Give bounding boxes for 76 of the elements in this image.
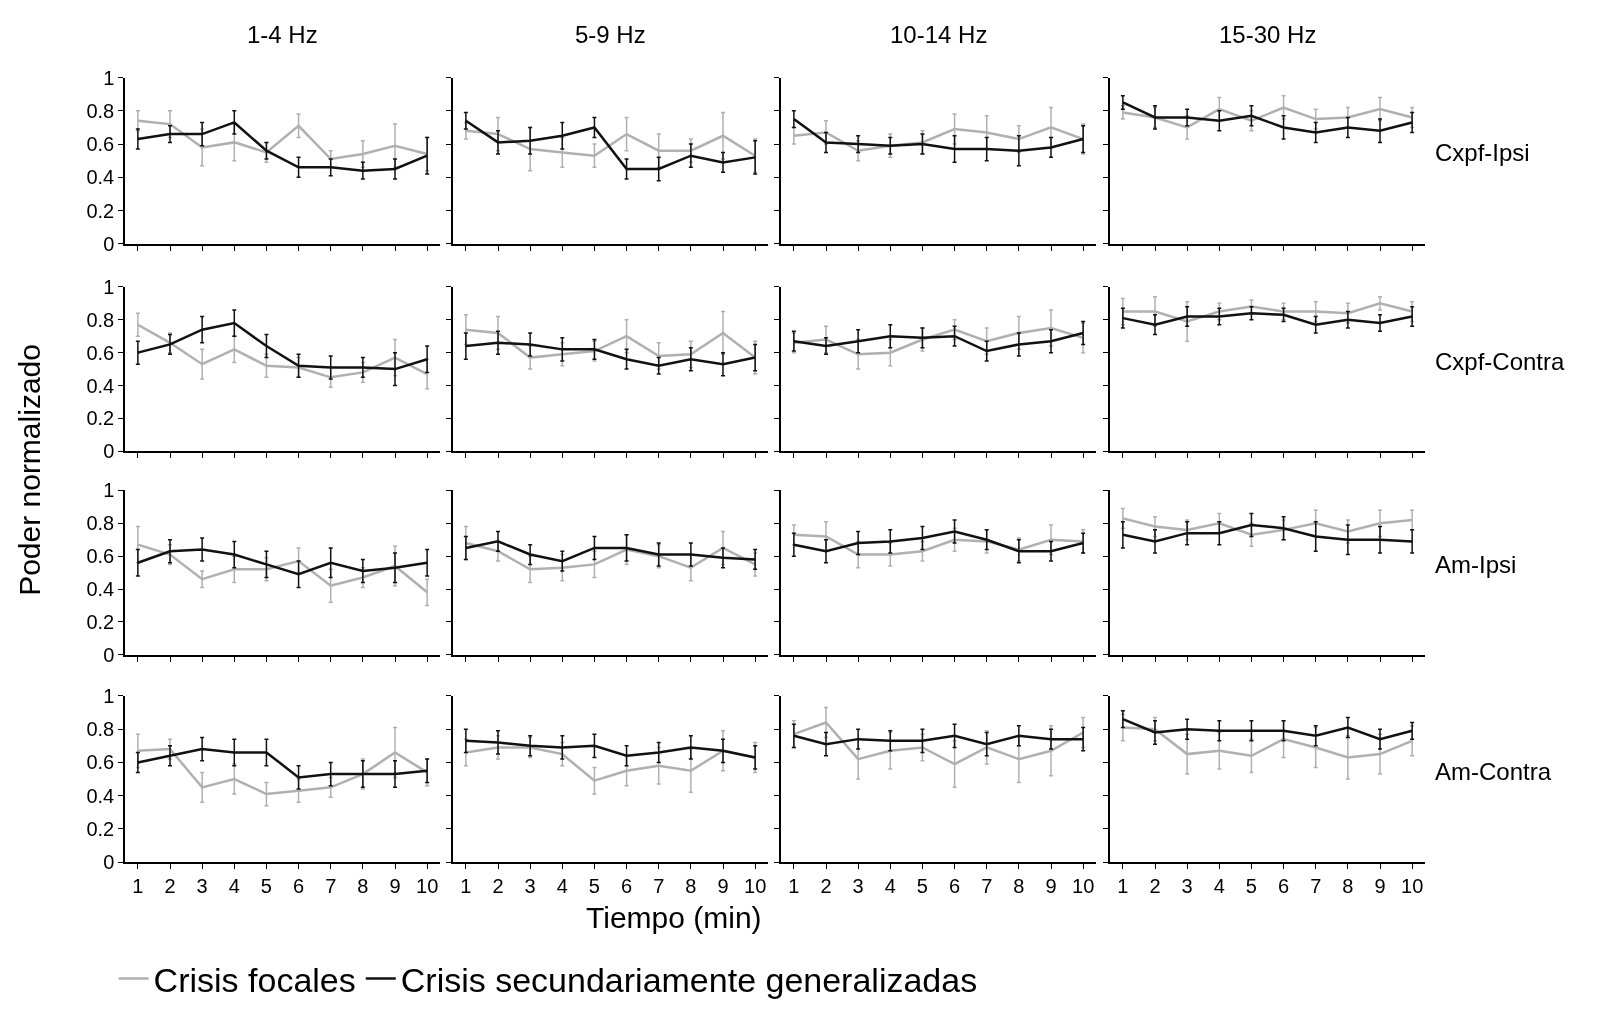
y-tick-label: 0.6: [86, 341, 115, 364]
x-tick-label: 9: [717, 874, 729, 897]
chart-title: 1-4 Hz: [247, 21, 318, 48]
x-tick-label: 5: [1245, 874, 1257, 897]
x-tick-label: 7: [981, 874, 993, 897]
x-tick-label: 5: [916, 874, 928, 897]
x-tick-label: 8: [357, 874, 369, 897]
y-tick-label: 0.2: [86, 817, 115, 840]
x-tick-label: 2: [492, 874, 504, 897]
x-tick-label: 6: [621, 874, 633, 897]
y-tick-label: 0.8: [86, 718, 115, 741]
y-axis-title: Poder normalizado: [13, 344, 47, 596]
x-tick-label: 8: [1342, 874, 1354, 897]
y-tick-label: 0: [103, 643, 115, 666]
x-tick-label: 5: [260, 874, 272, 897]
y-tick-label: 1: [103, 684, 115, 707]
y-tick-label: 0.6: [86, 133, 115, 156]
x-tick-label: 7: [325, 874, 337, 897]
y-tick-label: 1: [103, 275, 115, 298]
legend-label: Crisis secundariamente generalizadas: [400, 960, 978, 999]
x-tick-label: 6: [1278, 874, 1290, 897]
x-tick-label: 4: [1213, 874, 1225, 897]
x-tick-label: 9: [1045, 874, 1057, 897]
x-tick-label: 10: [416, 874, 439, 897]
x-tick-label: 2: [1149, 874, 1161, 897]
x-tick-label: 3: [196, 874, 208, 897]
x-tick-label: 1: [788, 874, 800, 897]
x-tick-label: 6: [949, 874, 961, 897]
y-tick-label: 0.2: [86, 610, 115, 633]
y-tick-label: 0.4: [86, 166, 115, 189]
x-tick-label: 3: [852, 874, 864, 897]
text: Am-Ipsi: [1435, 551, 1517, 578]
x-tick-label: 4: [884, 874, 896, 897]
y-tick-label: 0.6: [86, 751, 115, 774]
y-tick-label: 0.6: [86, 545, 115, 568]
y-tick-label: 0.2: [86, 199, 115, 222]
x-tick-label: 3: [1181, 874, 1193, 897]
x-tick-label: 1: [460, 874, 472, 897]
x-tick-label: 10: [1401, 874, 1424, 897]
legend-label: Crisis focales: [153, 960, 356, 999]
x-tick-label: 8: [685, 874, 697, 897]
y-tick-label: 0.8: [86, 308, 115, 331]
chart-title: 5-9 Hz: [575, 21, 646, 48]
y-tick-label: 0.4: [86, 784, 115, 807]
text: Cxpf-Ipsi: [1435, 139, 1530, 166]
y-tick-label: 0.4: [86, 578, 115, 601]
x-tick-label: 10: [1072, 874, 1095, 897]
y-tick-label: 0.8: [86, 99, 115, 122]
x-tick-label: 7: [1310, 874, 1322, 897]
x-tick-label: 9: [389, 874, 401, 897]
text: Am-Contra: [1435, 758, 1552, 785]
x-tick-label: 1: [132, 874, 144, 897]
chart-title: 10-14 Hz: [890, 21, 988, 48]
x-tick-label: 2: [820, 874, 832, 897]
y-tick-label: 1: [103, 479, 115, 502]
x-tick-label: 9: [1374, 874, 1386, 897]
y-tick-label: 0: [103, 232, 115, 255]
chart-title: 15-30 Hz: [1219, 21, 1317, 48]
x-tick-label: 10: [744, 874, 767, 897]
x-tick-label: 2: [164, 874, 176, 897]
x-tick-label: 4: [556, 874, 568, 897]
x-tick-label: 7: [653, 874, 665, 897]
x-axis-title: Tiempo (min): [586, 901, 762, 934]
x-tick-label: 4: [228, 874, 240, 897]
y-tick-label: 1: [103, 66, 115, 89]
x-tick-label: 3: [524, 874, 536, 897]
y-tick-label: 0.8: [86, 512, 115, 535]
y-tick-label: 0: [103, 440, 115, 463]
x-tick-label: 6: [293, 874, 305, 897]
text: Cxpf-Contra: [1435, 348, 1566, 375]
x-tick-label: 5: [588, 874, 600, 897]
x-tick-label: 1: [1117, 874, 1129, 897]
y-tick-label: 0.4: [86, 374, 115, 397]
x-tick-label: 8: [1013, 874, 1025, 897]
y-tick-label: 0: [103, 851, 115, 874]
y-tick-label: 0.2: [86, 407, 115, 430]
